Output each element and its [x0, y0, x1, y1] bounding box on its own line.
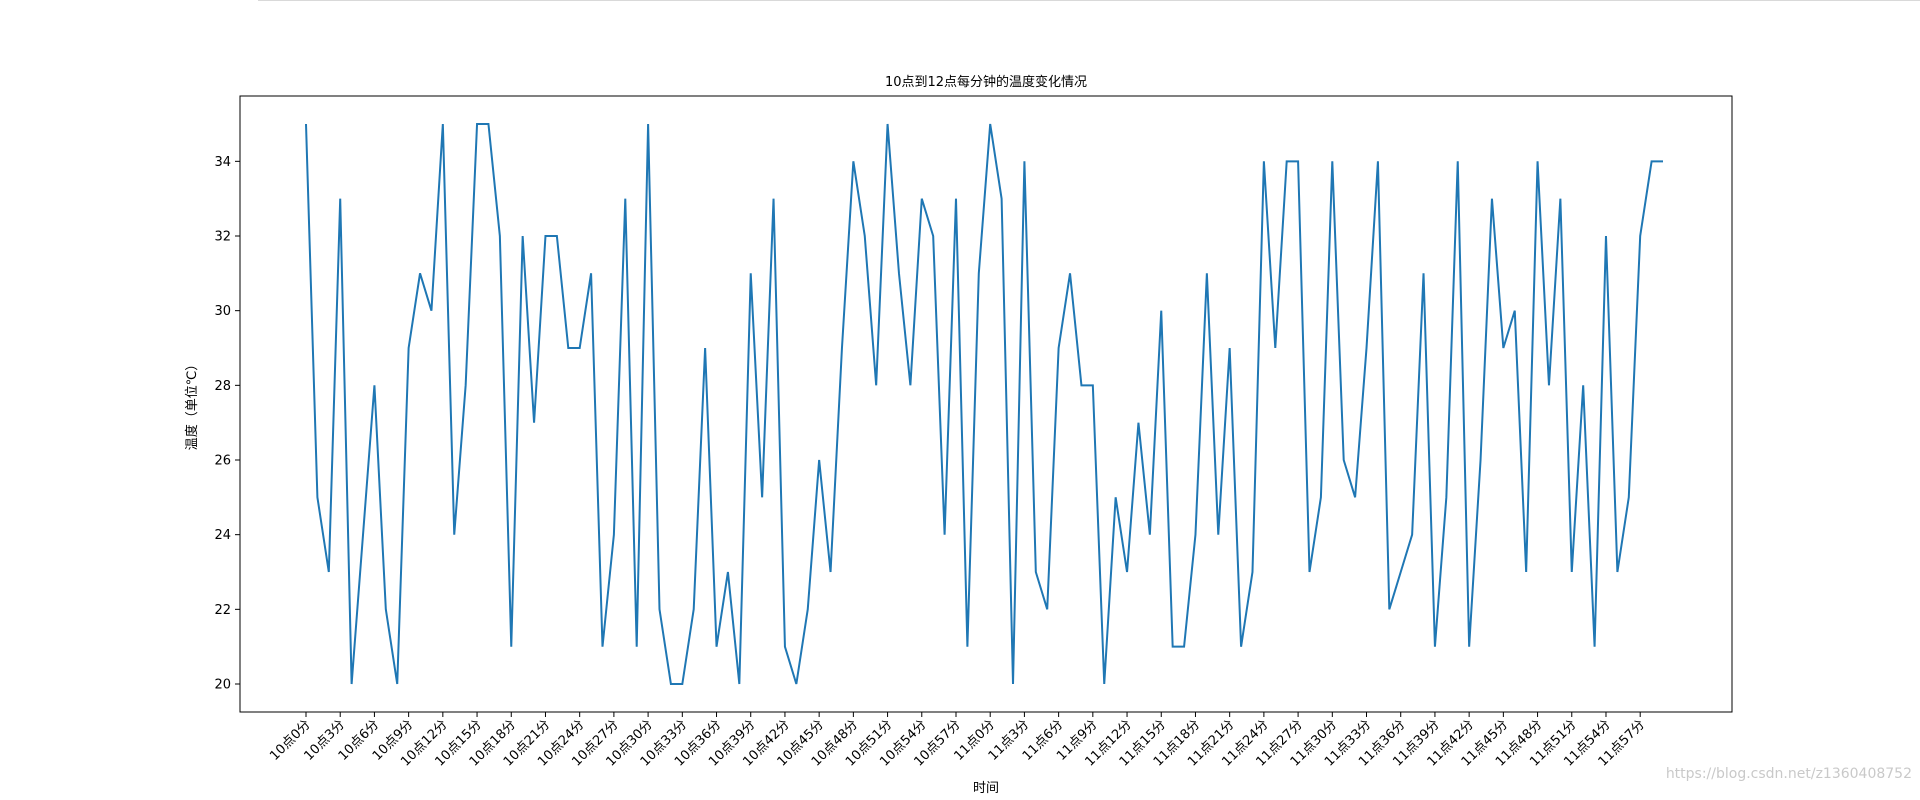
series-line [305, 123, 1663, 685]
plot-frame [239, 95, 1733, 713]
chart-title: 10点到12点每分钟的温度变化情况 [885, 74, 1087, 90]
y-tick-label: 30 [214, 304, 231, 319]
top-divider [258, 0, 1920, 1]
watermark-text: https://blog.csdn.net/z1360408752 [1665, 766, 1912, 782]
y-tick-label: 28 [214, 379, 231, 394]
y-tick-label: 34 [214, 155, 231, 170]
plot-area: 202224262830323410点0分10点3分10点6分10点9分10点1… [214, 95, 1733, 770]
y-tick-label: 22 [214, 603, 231, 618]
y-axis-title: 温度（单位℃） [184, 358, 200, 451]
y-tick-label: 24 [214, 528, 231, 543]
y-tick-label: 20 [214, 678, 231, 693]
x-axis-title: 时间 [973, 781, 999, 796]
y-tick-label: 26 [214, 454, 231, 469]
y-tick-label: 32 [214, 230, 231, 245]
